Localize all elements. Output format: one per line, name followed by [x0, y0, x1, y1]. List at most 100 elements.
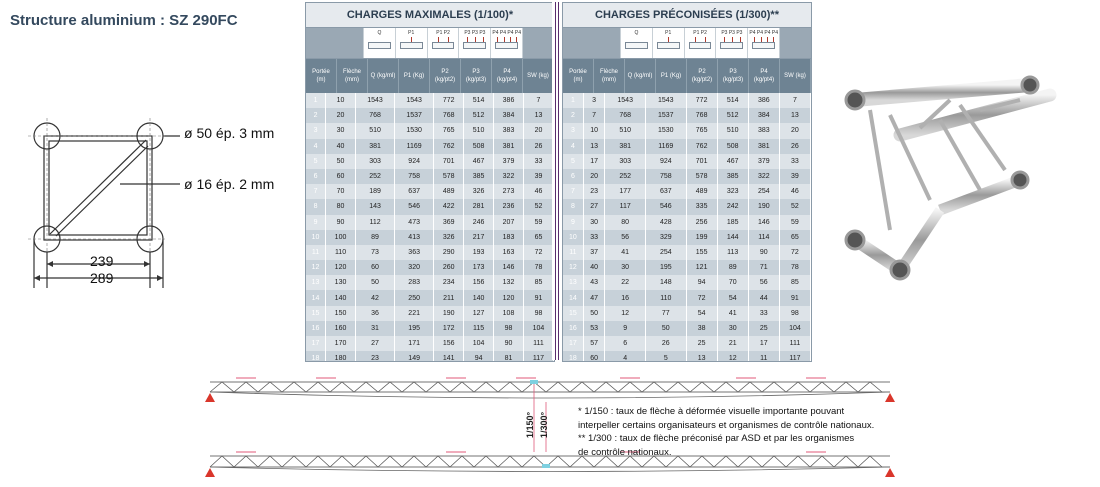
table-cell: 46 [523, 184, 554, 200]
column-header: P2 (kg/pt2) [687, 59, 718, 93]
column-header: P3 (kg/pt3) [718, 59, 749, 93]
table-cell: 701 [433, 153, 465, 169]
table-cell: 33 [748, 305, 780, 321]
table-cell: 71 [748, 260, 780, 276]
table-cell: 140 [325, 290, 356, 306]
table-cell: 94 [686, 275, 718, 291]
table-cell: 323 [717, 184, 749, 200]
table-cell: 6 [306, 168, 327, 185]
table-cell: 15 [306, 305, 327, 321]
column-header: P2 (kg/pt2) [430, 59, 461, 93]
table-row: 6 20 252 758 578 385 322 39 [563, 168, 811, 185]
column-header: SW (kg) [780, 59, 811, 93]
table-cell: 260 [433, 260, 465, 276]
truss-bracing [209, 381, 883, 393]
table-row: 11 110 73 363 290 193 163 72 [306, 244, 554, 261]
table-cell: 98 [493, 320, 524, 336]
table-cell: 1543 [355, 93, 396, 109]
truss-illustration [844, 75, 1057, 281]
table-cell: 3 [306, 123, 327, 139]
table-cell: 65 [523, 229, 554, 245]
table-cell: 4 [604, 351, 646, 361]
table-cell: 195 [645, 260, 687, 276]
table-cell: 254 [748, 184, 780, 200]
table-cell: 59 [523, 214, 554, 230]
footnote-line: * 1/150 : taux de flèche à déformée visu… [578, 406, 845, 417]
table-row: 14 140 42 250 211 140 120 91 [306, 290, 554, 306]
table-cell: 250 [394, 290, 435, 306]
table-cell: 33 [779, 153, 811, 169]
table-cell: 765 [686, 123, 718, 139]
table-cell: 20 [325, 108, 356, 124]
page-title: Structure aluminium : SZ 290FC [10, 12, 238, 29]
table-cell: 16 [563, 320, 584, 336]
table-cell: 234 [433, 275, 465, 291]
table-cell: 13 [523, 108, 554, 124]
table-cell: 14 [306, 290, 327, 306]
table-cell: 72 [779, 244, 811, 261]
table-cell: 510 [717, 123, 749, 139]
table-cell: 2 [563, 108, 584, 124]
table-cell: 127 [463, 305, 495, 321]
table-cell: 44 [748, 290, 780, 306]
column-header: Q (kg/ml) [368, 59, 399, 93]
table-cell: 290 [433, 244, 465, 261]
table-cell: 768 [686, 108, 718, 124]
deflection-svg [205, 377, 895, 477]
table-cell: 160 [325, 320, 356, 336]
table-row: 15 50 12 77 54 41 33 98 [563, 305, 811, 321]
table-cell: 924 [645, 153, 687, 169]
table-cell: 273 [493, 184, 524, 200]
table-cell: 320 [394, 260, 435, 276]
table-cell: 758 [394, 168, 435, 185]
table-cell: 111 [523, 336, 554, 352]
table-cell: 23 [355, 351, 396, 361]
column-header: P4 (kg/pt4) [492, 59, 523, 93]
table-cell: 80 [325, 199, 356, 215]
table-cell: 12 [306, 260, 327, 276]
table-cell: 91 [523, 290, 554, 306]
table-cell: 768 [433, 108, 465, 124]
table-cell: 489 [686, 184, 718, 200]
max-loads-heading: CHARGES MAXIMALES (1/100)* [306, 3, 554, 28]
table-cell: 369 [433, 214, 465, 230]
table-cell: 13 [779, 108, 811, 124]
table-cell: 193 [463, 244, 495, 261]
table-cell: 30 [583, 214, 606, 230]
table-cell: 17 [583, 153, 606, 169]
table-cell: 322 [493, 168, 524, 185]
table-cell: 217 [463, 229, 495, 245]
table-cell: 50 [325, 153, 356, 169]
table-cell: 768 [355, 108, 396, 124]
table-cell: 72 [523, 244, 554, 261]
footnote-line: interpeller certains organisateurs et or… [578, 419, 875, 431]
table-cell: 1 [563, 93, 584, 109]
table-cell: 322 [748, 168, 780, 185]
table-cell: 4 [306, 138, 327, 154]
table-cell: 104 [463, 336, 495, 352]
table-row: 18 180 23 149 141 94 81 117 [306, 351, 554, 361]
table-cell: 508 [463, 138, 495, 154]
table-cell: 177 [604, 184, 646, 200]
uniform-load-icon: Q [620, 28, 652, 58]
column-header: P1 (Kg) [656, 59, 687, 93]
table-cell: 170 [325, 336, 356, 352]
table-cell: 141 [433, 351, 465, 361]
table-cell: 185 [717, 214, 749, 230]
four-point-load-icon: P4 P4 P4 P4 [747, 28, 779, 58]
table-cell: 117 [523, 351, 554, 361]
table-cell: 386 [493, 93, 524, 109]
table-cell: 383 [493, 123, 524, 139]
table-cell: 53 [583, 320, 606, 336]
table-cell: 120 [493, 290, 524, 306]
table-separator [552, 2, 562, 360]
table-cell: 11 [748, 351, 780, 361]
table-cell: 379 [748, 153, 780, 169]
table-cell: 16 [604, 290, 646, 306]
three-point-load-icon: P3 P3 P3 [458, 28, 490, 58]
table-cell: 701 [686, 153, 718, 169]
table-cell: 489 [433, 184, 465, 200]
table-cell: 384 [493, 108, 524, 124]
deflection-300-label: 1/300° [539, 411, 550, 439]
table-cell: 163 [493, 244, 524, 261]
